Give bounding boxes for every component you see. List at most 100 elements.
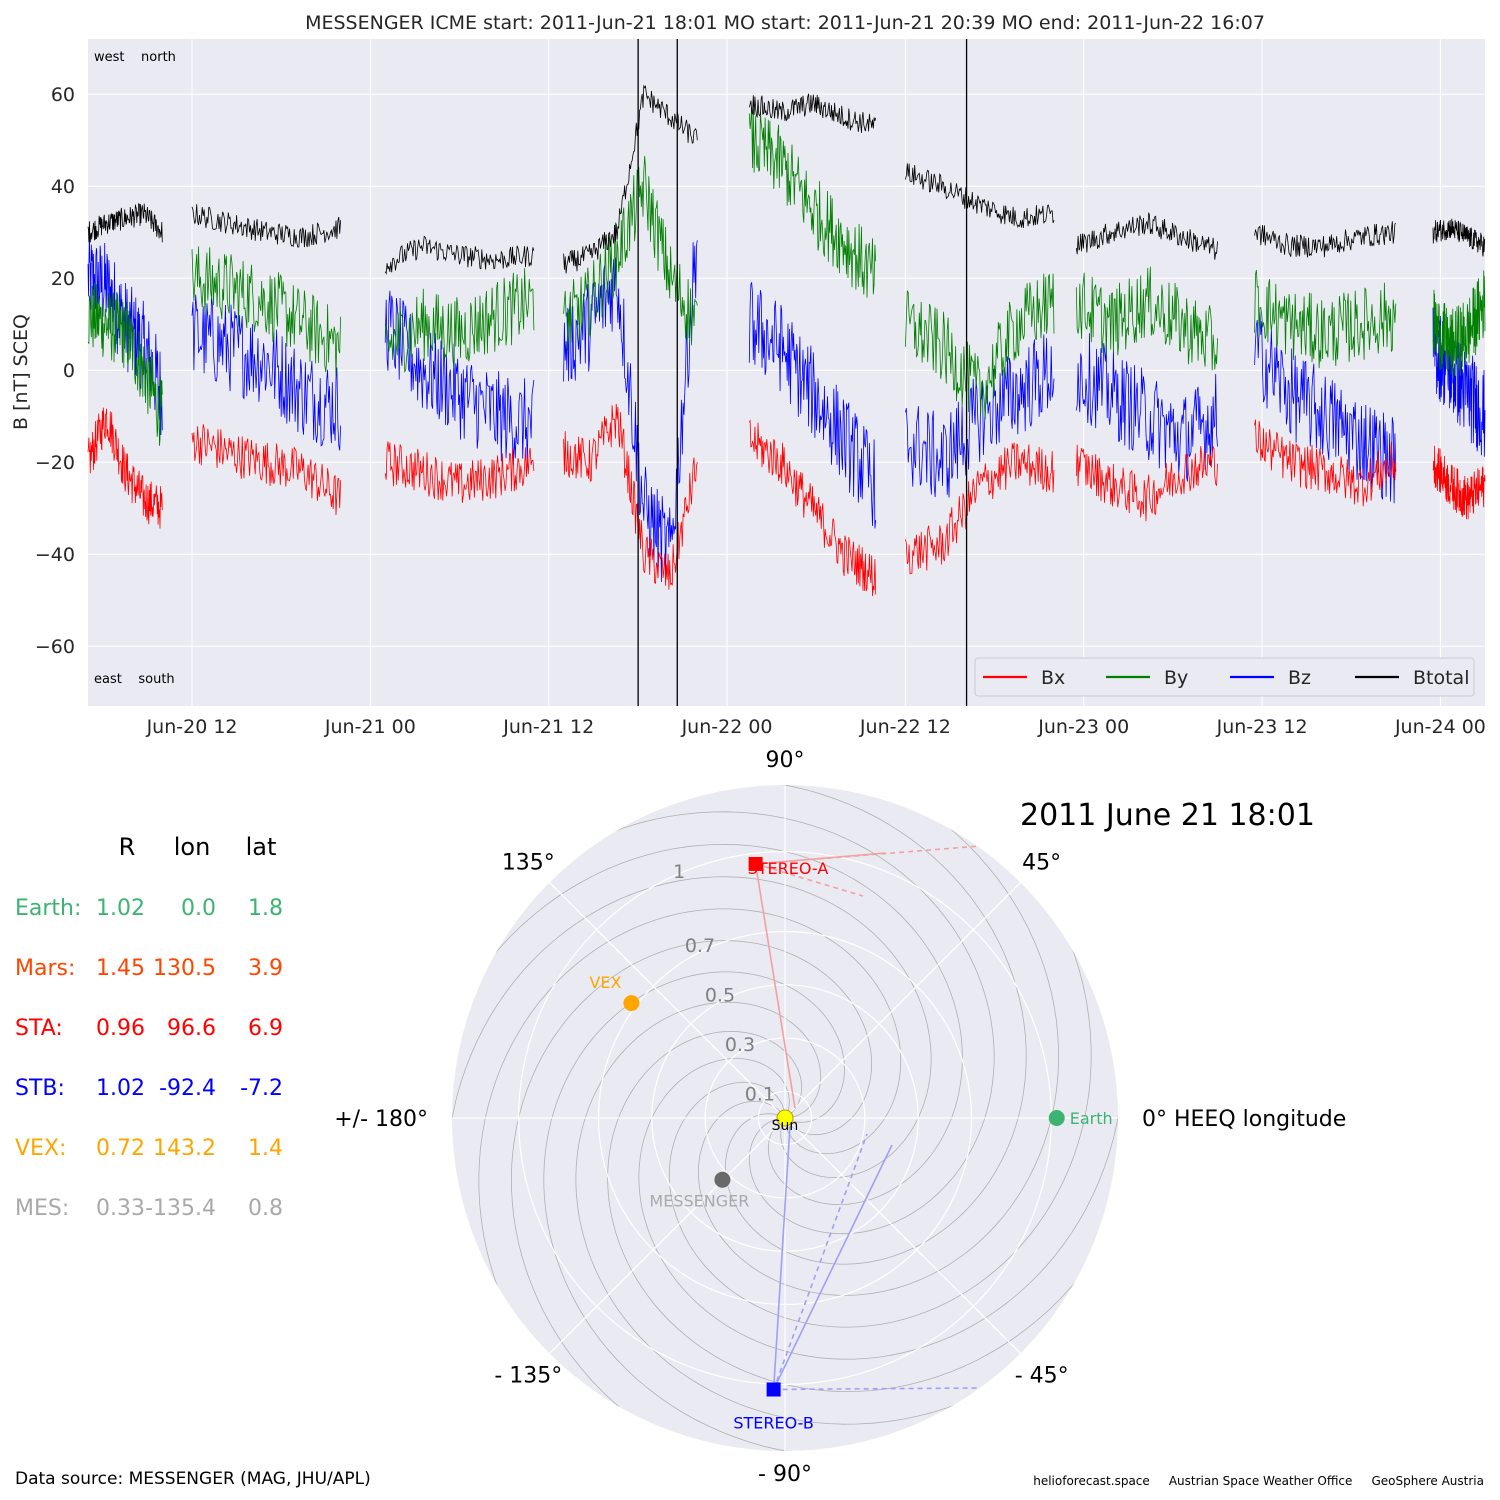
series-bx-segment [748,419,877,597]
stereo-b-fov-line [772,1133,868,1390]
table-row-label: STA: [15,1016,63,1041]
legend: Bx By Bz Btotal [974,657,1475,697]
parker-spiral [478,908,902,1350]
y-tick-label: 0 [63,360,75,382]
timeseries-panel [88,39,1485,706]
angular-gridline [784,1117,1021,1354]
series-by-segment [905,273,1055,420]
radial-tick-label: 1 [673,861,685,883]
series-by-segment [191,246,341,377]
parker-spiral [575,1001,1017,1425]
stereo-fov-lines [754,845,981,1391]
parker-spiral [510,940,873,1448]
series-bz-segment [1254,311,1397,504]
table-row-label: Earth: [15,896,81,921]
table-cell-lon: 143.2 [153,1136,216,1161]
credits: helioforecast.space Austrian Space Weath… [1033,1474,1484,1488]
table-cell-lon: 0.0 [181,896,216,921]
annotation-west-north: west north [94,50,176,65]
x-tick-label: Jun-21 00 [324,716,416,738]
parker-spiral [697,788,1060,1296]
event-lines [637,39,968,706]
series-bx-segment [905,442,1055,575]
series-by-segment [563,155,698,351]
table-row-label: STB: [15,1076,65,1101]
table-cell-lat: 1.4 [248,1136,283,1161]
x-tick-label: Jun-21 12 [502,716,594,738]
angle-label: +/- 180° [334,1107,428,1132]
table-cell-r: 0.33 [96,1196,145,1221]
stereo-a-fov-line [755,845,981,865]
parker-spiral [543,971,857,1451]
series-btotal-segment [1432,218,1486,257]
parker-spiral [713,785,1027,1265]
y-axis-label: B [nT] SCEQ [10,314,32,430]
x-tick-label: Jun-22 00 [681,716,773,738]
series-by-segment [748,107,877,298]
table-cell-lon: 130.5 [153,956,216,981]
angular-gridline [549,1117,786,1354]
vex-marker [623,995,640,1012]
table-header: R [119,833,136,861]
series-bx-segment [563,403,698,590]
parker-spiral [452,876,932,1190]
parker-spirals [452,785,1118,1451]
angular-gridline [784,882,1021,1119]
table-cell-r: 1.02 [96,1076,145,1101]
series-btotal-segment [748,93,877,133]
angle-label: 45° [1022,850,1061,875]
series-by-segment [1432,270,1486,379]
series-bx-segment [191,424,341,516]
series-by-segment [87,282,163,446]
legend-label-bz: Bz [1288,667,1311,689]
angle-label: 0° HEEQ longitude [1142,1107,1346,1132]
stereo-b-fov-line [773,1387,978,1391]
series-bz-segment [905,334,1055,498]
series-btotal-segment [87,202,163,243]
stereo-a-fov-line [755,863,864,897]
sun-label: Sun [772,1118,799,1134]
vex-label: VEX [589,973,621,992]
series-bz-segment [1075,333,1218,482]
annotation-east-south: east south [94,672,175,687]
series-bx-segment [1432,445,1486,520]
stereo-b-fov-line [772,1125,791,1390]
table-cell-r: 1.02 [96,896,145,921]
y-tick-label: −20 [35,452,75,474]
radial-tick-label: 0.7 [685,935,715,957]
radial-tick-labels: 0.1 0.3 0.5 0.7 1 [673,861,775,1105]
radial-tick-label: 0.1 [745,1083,775,1105]
angle-label: - 135° [494,1364,562,1389]
legend-label-by: By [1164,667,1188,689]
x-tick-labels: Jun-20 12 Jun-21 00 Jun-21 12 Jun-22 00 Jun-… [146,716,1486,738]
table-row-label: VEX: [15,1136,66,1161]
polar-title: 2011 June 21 18:01 [1020,798,1315,833]
x-tick-label: Jun-20 12 [146,716,238,738]
table-row-label: Mars: [15,956,75,981]
series-by-segment [1254,270,1397,369]
legend-label-btotal: Btotal [1413,667,1469,689]
table-cell-lon: -92.4 [159,1076,216,1101]
table-header: lat [246,833,277,861]
y-tick-label: 60 [51,84,75,106]
stereo-b-marker [766,1382,781,1397]
chart-title: MESSENGER ICME start: 2011-Jun-21 18:01 … [305,12,1265,34]
angle-labels: 90° 45° 0° HEEQ longitude - 45° - 90° - 135° +… [334,748,1346,1487]
data-source: Data source: MESSENGER (MAG, JHU/APL) [15,1469,371,1489]
table-cell-lat: 1.8 [248,896,283,921]
bodies: Sun Earth STEREO-A STEREO-B VEX MESSENGER [589,856,1113,1432]
table-cell-r: 0.72 [96,1136,145,1161]
messenger-marker [714,1171,731,1188]
parker-spiral [638,1046,1118,1360]
legend-box [974,657,1475,697]
y-tick-label: 20 [51,268,75,290]
parker-spiral [455,843,963,1206]
earth-label: Earth [1070,1109,1113,1128]
angle-label: 135° [502,850,555,875]
series-by-segment [1075,266,1218,371]
angle-label: - 90° [758,1462,812,1487]
table-cell-lon: 96.6 [167,1016,216,1041]
messenger-label: MESSENGER [649,1192,749,1211]
